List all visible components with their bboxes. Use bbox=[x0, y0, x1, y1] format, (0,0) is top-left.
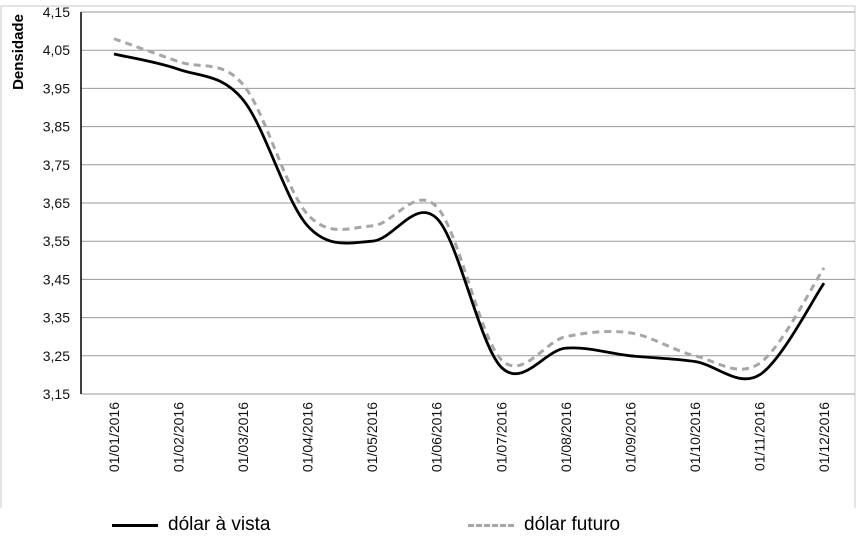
x-tick-label: 01/11/2016 bbox=[751, 402, 767, 471]
x-tick-label: 01/07/2016 bbox=[493, 402, 509, 472]
solid-line-swatch-icon bbox=[112, 523, 158, 527]
gridlines bbox=[81, 11, 855, 395]
dashed-line-swatch-icon bbox=[468, 523, 514, 527]
x-tick-label: 01/09/2016 bbox=[622, 402, 638, 472]
x-tick-label: 01/03/2016 bbox=[235, 402, 251, 472]
series-line-dolar-futuro bbox=[113, 37, 826, 371]
x-tick-label: 01/04/2016 bbox=[300, 402, 316, 472]
x-tick-label: 01/10/2016 bbox=[687, 402, 703, 472]
y-axis-ticks: 4,15 4,05 3,95 3,85 3,75 3,65 3,55 3,45 3,35 3,25… bbox=[43, 4, 70, 402]
legend-label: dólar futuro bbox=[524, 514, 621, 535]
y-tick-label: 3,75 bbox=[43, 157, 70, 173]
y-tick-label: 4,15 bbox=[43, 4, 70, 20]
y-tick-label: 3,35 bbox=[43, 310, 70, 326]
y-tick-label: 3,95 bbox=[43, 80, 70, 96]
y-tick-label: 3,15 bbox=[43, 386, 70, 402]
x-tick-label: 01/05/2016 bbox=[364, 402, 380, 472]
legend-item-dolar-futuro: dólar futuro bbox=[468, 514, 620, 536]
y-tick-label: 4,05 bbox=[43, 42, 70, 58]
chart-frame bbox=[0, 5, 856, 508]
x-tick-label: 01/08/2016 bbox=[558, 402, 574, 472]
series-line-dolar-a-vista bbox=[113, 52, 826, 381]
y-tick-label: 3,65 bbox=[43, 195, 70, 211]
x-tick-label: 01/12/2016 bbox=[816, 402, 832, 472]
x-tick-label: 01/01/2016 bbox=[106, 402, 122, 472]
y-tick-label: 3,25 bbox=[43, 348, 70, 364]
legend: dólar à vista dólar futuro bbox=[0, 508, 865, 540]
legend-item-dolar-a-vista: dólar à vista bbox=[112, 514, 270, 536]
x-tick-label: 01/02/2016 bbox=[171, 402, 187, 472]
y-tick-label: 3,45 bbox=[43, 271, 70, 287]
series-lines bbox=[113, 37, 826, 381]
legend-label: dólar à vista bbox=[168, 514, 271, 535]
y-tick-label: 3,55 bbox=[43, 233, 70, 249]
line-chart: 4,15 4,05 3,95 3,85 3,75 3,65 3,55 3,45 3,35 3,25… bbox=[0, 4, 856, 508]
y-tick-label: 3,85 bbox=[43, 119, 70, 135]
y-axis-label: Densidade bbox=[10, 14, 27, 90]
x-tick-label: 01/06/2016 bbox=[429, 402, 445, 472]
x-axis-ticks: 01/01/2016 01/02/2016 01/03/2016 01/04/2016… bbox=[106, 402, 832, 472]
